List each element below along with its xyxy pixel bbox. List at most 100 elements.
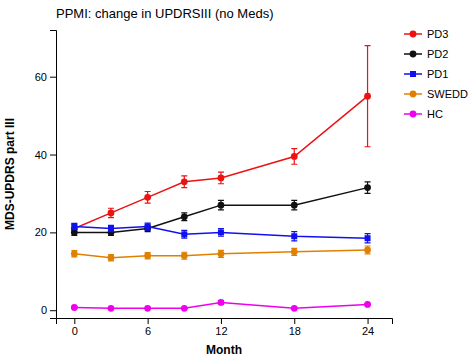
legend-item: PD2 bbox=[404, 48, 448, 60]
legend-item: PD1 bbox=[404, 68, 448, 80]
x-axis: 0 6 12 18 24 bbox=[57, 318, 393, 337]
error-bar bbox=[181, 230, 187, 238]
error-bar bbox=[181, 213, 187, 221]
x-axis-label: Month bbox=[206, 343, 242, 357]
tick-label: 20 bbox=[35, 226, 47, 238]
tick-mark bbox=[368, 318, 369, 324]
tick: 40 bbox=[35, 149, 56, 161]
error-bar bbox=[145, 253, 151, 259]
legend-marker bbox=[410, 71, 416, 77]
tick-label: 60 bbox=[35, 71, 47, 83]
marker bbox=[108, 254, 115, 261]
marker bbox=[218, 229, 224, 235]
legend-item: HC bbox=[404, 108, 443, 120]
tick-mark bbox=[294, 318, 295, 324]
legend-label: PD2 bbox=[427, 48, 448, 60]
legend-label: PD1 bbox=[427, 68, 448, 80]
error-bar bbox=[71, 251, 77, 257]
error-bar bbox=[71, 223, 77, 229]
tick-mark bbox=[74, 318, 75, 324]
tick-label: 0 bbox=[72, 325, 78, 337]
tick-mark bbox=[148, 318, 149, 324]
error-bar bbox=[365, 234, 371, 243]
tick: 60 bbox=[35, 71, 56, 83]
y-axis: 0 20 40 60 bbox=[35, 31, 57, 319]
marker bbox=[218, 175, 225, 182]
error-bar bbox=[218, 200, 224, 209]
marker bbox=[364, 247, 371, 254]
series bbox=[71, 223, 370, 243]
marker bbox=[364, 301, 371, 308]
tick: 0 bbox=[41, 304, 56, 316]
tick-mark bbox=[50, 77, 56, 78]
marker bbox=[291, 233, 297, 239]
error-bar bbox=[365, 46, 371, 147]
error-bar bbox=[181, 252, 187, 259]
line bbox=[74, 250, 367, 258]
legend-item: SWEDD bbox=[404, 88, 468, 100]
error-bar bbox=[218, 228, 224, 236]
marker bbox=[218, 250, 225, 257]
error-bar bbox=[145, 223, 151, 230]
error-bar bbox=[218, 250, 224, 257]
error-bar bbox=[108, 225, 114, 231]
error-bar bbox=[365, 246, 371, 254]
tick: 20 bbox=[35, 226, 56, 238]
tick-mark bbox=[221, 318, 222, 324]
error-bar bbox=[218, 172, 224, 184]
series bbox=[71, 46, 371, 233]
marker bbox=[364, 184, 371, 191]
marker bbox=[218, 202, 225, 209]
legend: PD3 PD2 PD1 SWEDD HC bbox=[404, 28, 468, 120]
error-bar bbox=[108, 255, 114, 261]
legend-marker bbox=[410, 31, 417, 38]
tick-label: 24 bbox=[362, 325, 374, 337]
error-bar bbox=[145, 192, 151, 204]
title: PPMI: change in UPDRSIII (no Meds) bbox=[56, 6, 273, 21]
line bbox=[74, 96, 367, 228]
tick: 12 bbox=[215, 318, 227, 337]
tick-label: 12 bbox=[215, 325, 227, 337]
tick-label: 0 bbox=[41, 304, 47, 316]
legend-marker bbox=[410, 51, 417, 58]
tick-mark bbox=[50, 232, 56, 233]
marker bbox=[71, 250, 78, 257]
tick: 0 bbox=[72, 318, 78, 337]
marker bbox=[365, 235, 371, 241]
error-bar bbox=[181, 176, 187, 188]
marker bbox=[145, 224, 151, 230]
marker bbox=[71, 224, 77, 230]
error-bar bbox=[291, 232, 297, 241]
tick-mark bbox=[50, 310, 56, 311]
error-bar bbox=[291, 149, 297, 165]
legend-label: HC bbox=[427, 108, 443, 120]
axis-line bbox=[57, 319, 393, 325]
tick-mark bbox=[50, 155, 56, 156]
marker bbox=[291, 305, 298, 312]
tick-label: 18 bbox=[289, 325, 301, 337]
tick-label: 6 bbox=[145, 325, 151, 337]
error-bar bbox=[108, 208, 114, 217]
series bbox=[71, 246, 371, 261]
line bbox=[74, 188, 367, 233]
legend-marker bbox=[410, 111, 417, 118]
marker bbox=[181, 178, 188, 185]
tick: 6 bbox=[145, 318, 151, 337]
legend-label: PD3 bbox=[427, 28, 448, 40]
marker bbox=[71, 304, 78, 311]
tick: 24 bbox=[362, 318, 374, 337]
marker bbox=[181, 231, 187, 237]
series bbox=[71, 299, 371, 312]
marker bbox=[108, 210, 115, 217]
marker bbox=[291, 248, 298, 255]
y-axis-label: MDS-UPDRS part III bbox=[3, 118, 17, 230]
marker bbox=[181, 305, 188, 312]
marker bbox=[144, 252, 151, 259]
legend-label: SWEDD bbox=[427, 88, 468, 100]
tick-label: 40 bbox=[35, 149, 47, 161]
marker bbox=[108, 225, 114, 231]
marker bbox=[144, 305, 151, 312]
plot-area: 0 6 12 18 24 0 20 40 60 bbox=[35, 31, 393, 337]
axis-line bbox=[50, 31, 57, 319]
marker bbox=[181, 252, 188, 259]
